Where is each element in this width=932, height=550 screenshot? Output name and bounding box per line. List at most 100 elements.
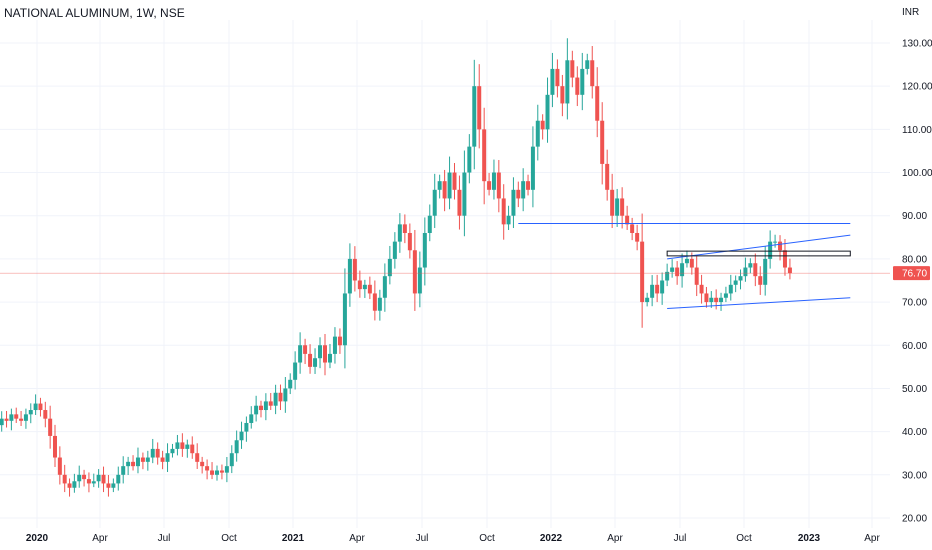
candle-body [733,280,738,285]
candle-body [699,284,704,294]
candle-body [680,263,685,277]
candle [580,52,585,111]
candle-body [689,258,694,268]
candle-body [96,474,101,482]
candle [382,263,387,312]
candle-body [239,431,244,441]
candle-body [526,181,531,190]
axis-layer: 130.00 120.00 110.00 100.00 90.00 80.00 70.00 6… [26,39,932,545]
candle [590,46,595,99]
candle [288,373,293,395]
x-tick-label: Jul [158,533,171,544]
candle [773,234,778,248]
candle [298,332,303,374]
candle [595,67,600,138]
candle-body [615,198,620,216]
candle [116,466,121,491]
candle [126,456,131,476]
candle-body [738,276,743,281]
candle-body [48,418,53,436]
candle [412,229,417,311]
candle-body [219,470,224,473]
candle [111,478,116,493]
candle-body [283,388,288,402]
candle-body [570,60,575,78]
candle-body [347,258,352,294]
candle [224,456,229,483]
candle-body [535,120,540,147]
candle [605,149,610,201]
candle [457,175,462,230]
y-tick-label: 130.00 [902,39,932,50]
x-tick-label: Jul [416,533,429,544]
candle [33,394,38,415]
candle-body [753,263,758,277]
x-tick-label: Jul [674,533,687,544]
candle-body [521,181,526,199]
candle [501,184,506,240]
candle [723,286,728,303]
candle-body [249,414,254,423]
candle [491,159,496,200]
candle [332,327,337,364]
candle-body [86,479,91,484]
candle [175,434,180,456]
candle [600,102,605,185]
candle [709,291,714,308]
candle-body [407,232,412,251]
candle [442,169,447,212]
y-tick-label: 30.00 [902,470,927,481]
candle [452,163,457,200]
candle [516,181,521,208]
candle [165,443,170,472]
candle-body [195,453,200,462]
candle-body [442,181,447,199]
x-tick-label: 2020 [26,533,49,544]
candle [357,270,362,298]
candle-body [645,297,650,303]
candle-body [43,410,48,419]
candle-body [457,189,462,216]
candle-body [467,146,472,173]
candle-body [417,267,422,294]
candle-body [452,172,457,190]
candle [67,478,72,497]
candle-body [387,258,392,277]
candle-body [605,163,610,190]
candle [560,74,565,117]
candle [372,280,377,321]
candle [170,443,175,458]
candle-body [412,250,417,294]
candle [422,217,427,286]
x-tick-label: Oct [479,533,495,544]
candle [160,450,165,470]
candle-body [23,414,28,421]
candle-body [180,442,185,449]
candle-body [106,483,111,488]
candle-body [382,276,387,298]
candle [477,64,482,149]
candle-body [773,241,778,243]
candle [545,77,550,143]
candle-body [367,284,372,294]
candle-body [660,280,665,294]
candle-body [640,241,645,303]
candle-body [545,94,550,130]
candle [377,289,382,321]
candle-body [273,392,278,406]
y-tick-label: 100.00 [902,168,932,179]
candle [205,459,210,480]
candle-body [332,336,337,354]
candle [540,114,545,140]
candle [278,384,283,411]
candle-body [501,198,506,225]
candle-body [684,258,689,264]
trendline [667,297,851,310]
candle-body [675,267,680,277]
candle [782,239,787,276]
candle-body [763,258,768,285]
candle [96,469,101,488]
candle-body [116,474,121,484]
candle-body [67,483,72,488]
